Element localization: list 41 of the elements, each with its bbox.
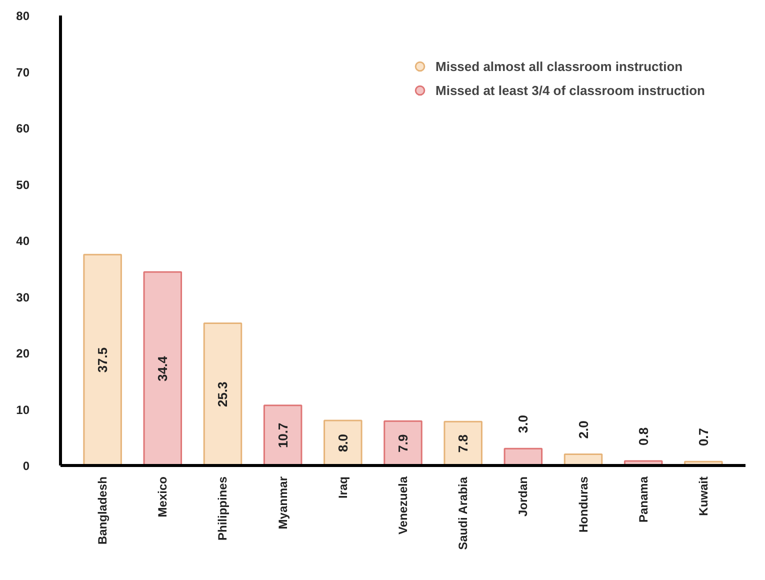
y-tick-label: 20 (16, 346, 30, 360)
data-label: 25.3 (215, 382, 230, 407)
data-label: 3.0 (516, 415, 531, 434)
bar (143, 271, 182, 466)
y-tick-label: 30 (16, 290, 30, 304)
data-label: 2.0 (576, 420, 591, 439)
y-tick-label: 40 (16, 234, 30, 248)
data-label: 34.4 (155, 355, 170, 382)
x-tick-label: Venezuela (396, 476, 410, 535)
x-tick-label: Jordan (516, 476, 530, 517)
x-tick-label: Panama (636, 476, 650, 523)
data-label: 7.9 (396, 434, 410, 452)
bar (384, 420, 422, 466)
x-tick-label: Philippines (216, 476, 230, 541)
x-tick-label: Myanmar (276, 476, 290, 530)
x-tick-label: Iraq (336, 476, 350, 499)
bar (83, 254, 122, 466)
x-tick-label: Saudi Arabia (456, 476, 470, 550)
y-tick-label: 70 (16, 65, 30, 80)
data-label: 0.8 (636, 427, 651, 446)
y-tick-label: 60 (16, 122, 30, 136)
x-tick-label: Kuwait (696, 476, 710, 516)
legend-label: Missed at least 3/4 of classroom instruction (436, 82, 705, 98)
legend-label: Missed almost all classroom instruction (436, 58, 683, 74)
data-label: 10.7 (275, 422, 290, 448)
bar (504, 448, 543, 466)
y-tick-label: 10 (16, 402, 30, 417)
x-tick-label: Mexico (156, 476, 170, 518)
bar (263, 404, 302, 466)
data-label: 37.5 (95, 347, 110, 373)
bar (203, 322, 242, 466)
bar (324, 420, 362, 466)
data-label: 8.0 (335, 434, 350, 452)
data-label: 7.8 (456, 434, 471, 453)
y-tick-label: 0 (22, 459, 30, 473)
x-tick-label: Honduras (576, 476, 590, 533)
y-tick-label: 50 (16, 178, 30, 192)
y-tick-label: 80 (16, 9, 30, 23)
x-tick-label: Bangladesh (96, 476, 110, 545)
data-label: 0.7 (696, 428, 711, 446)
bar (444, 420, 482, 466)
